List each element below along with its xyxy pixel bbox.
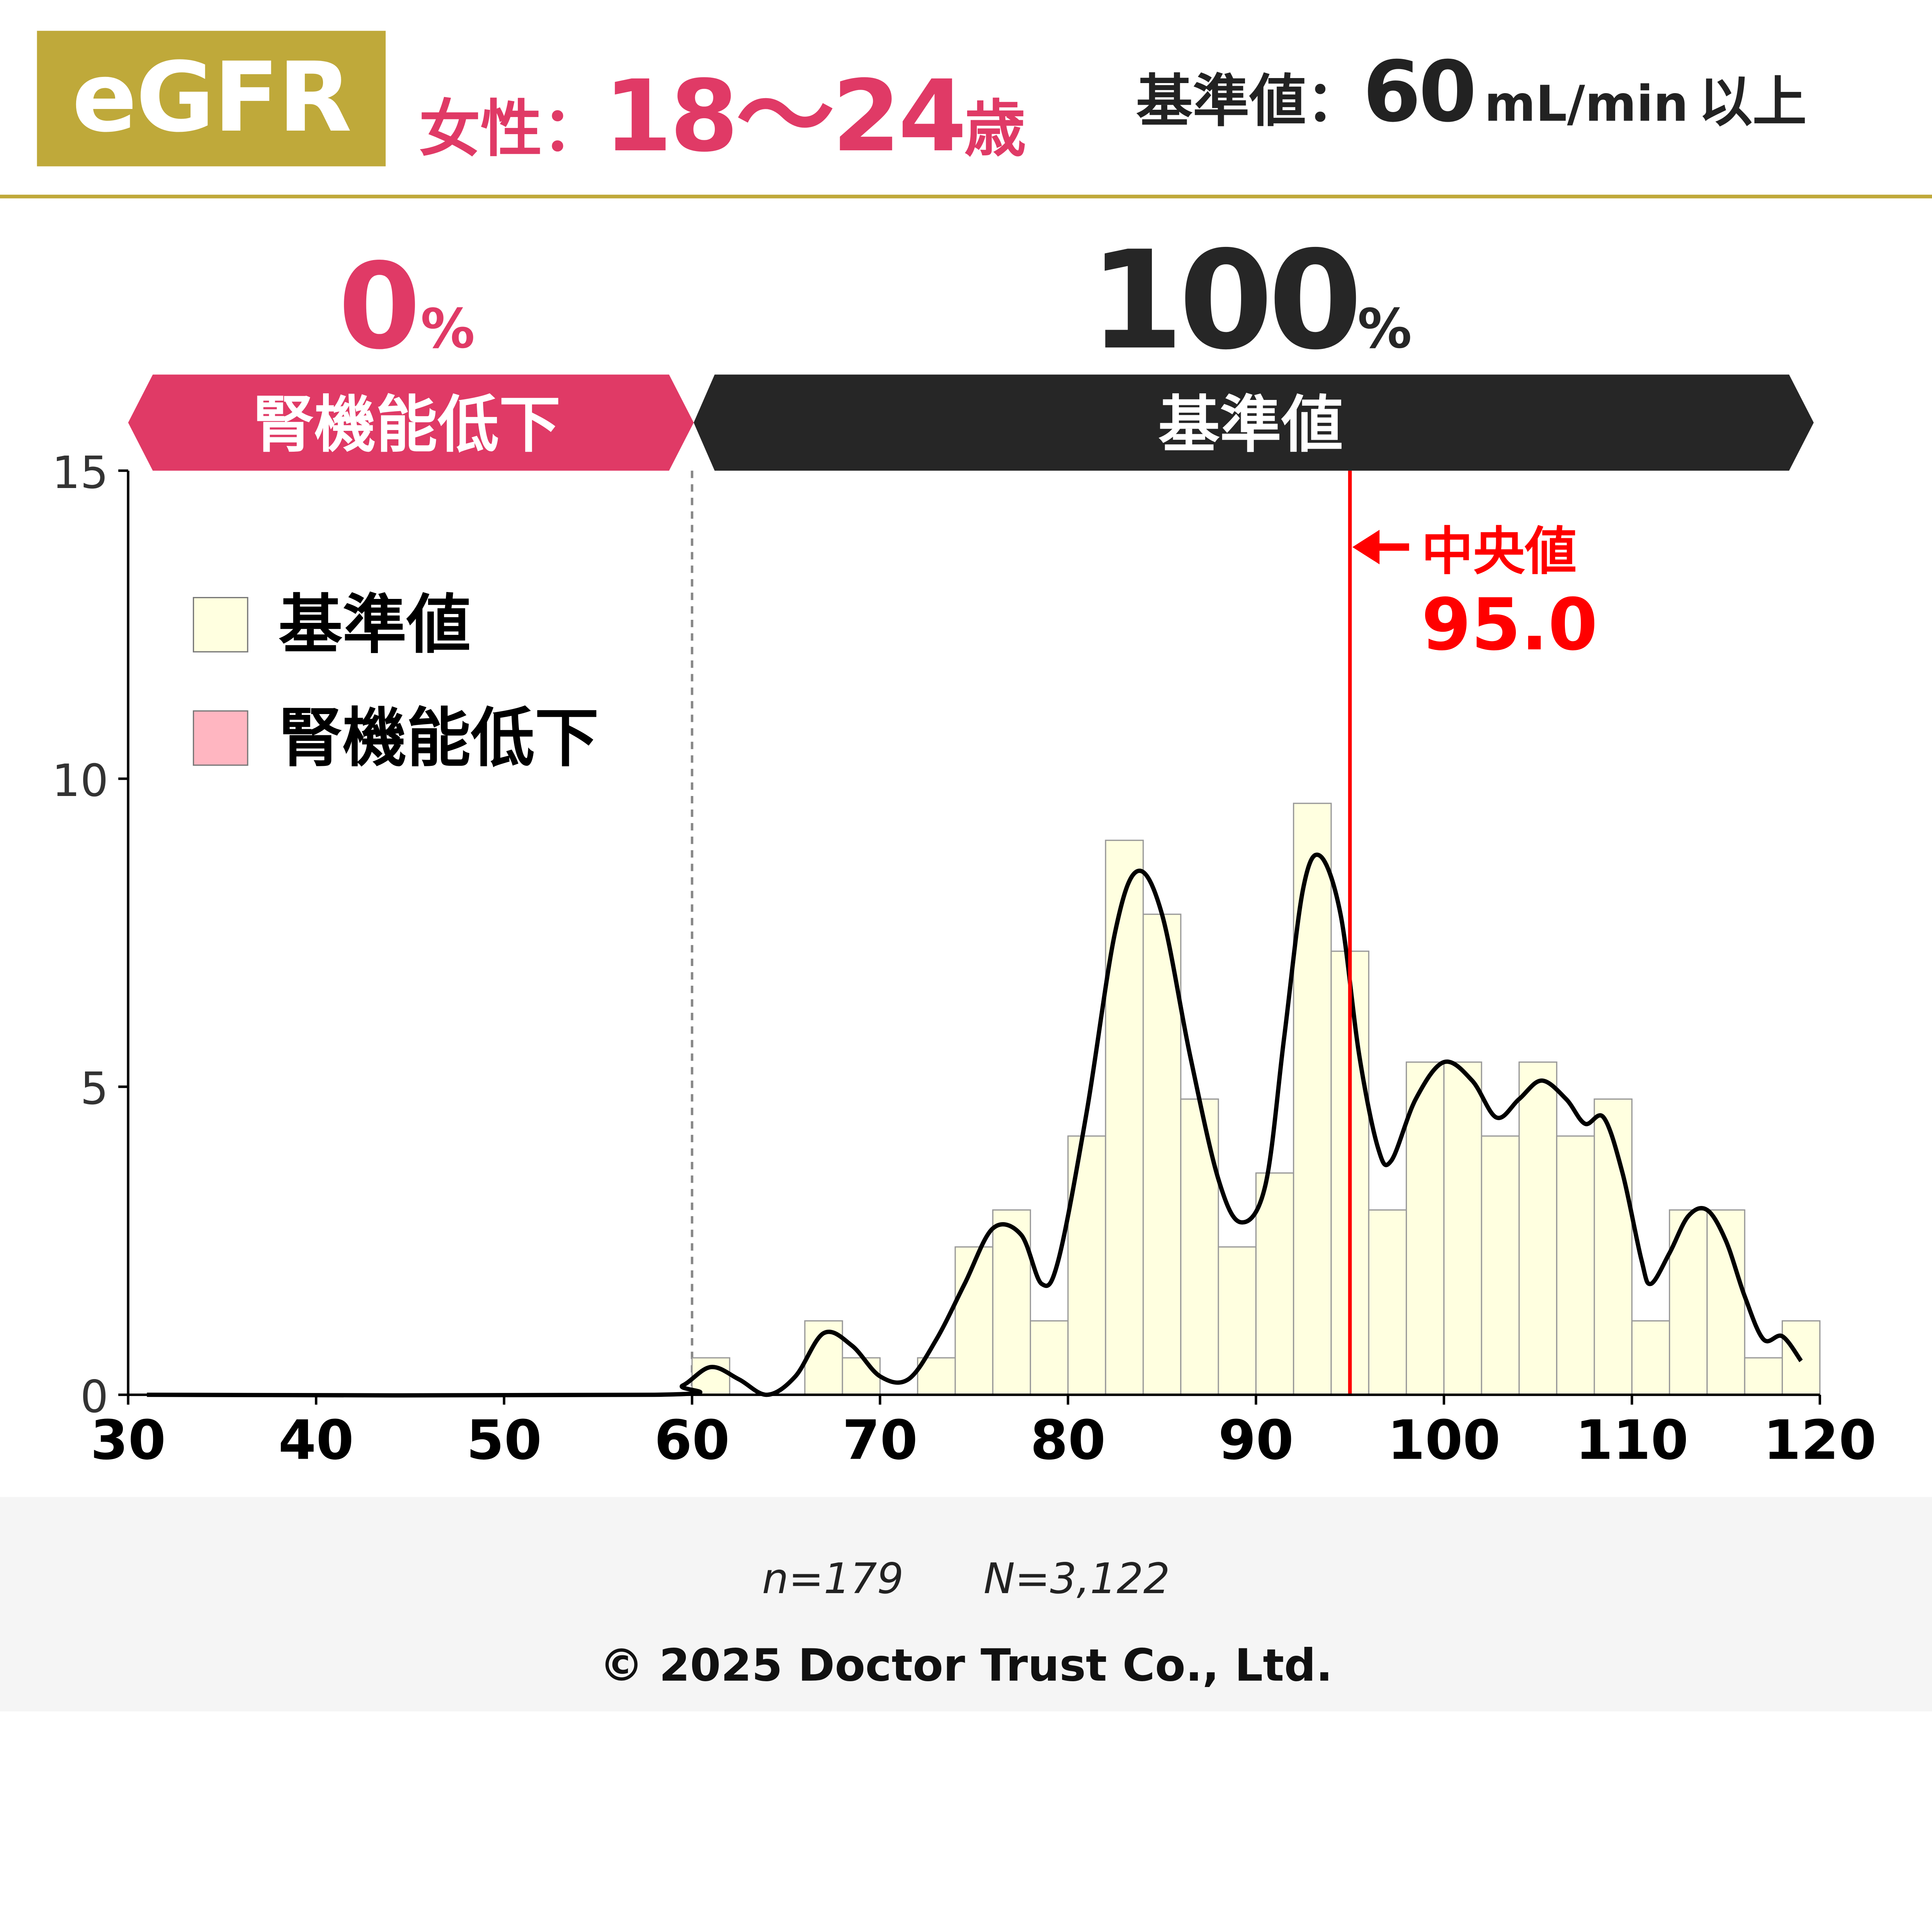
band-low-label: 腎機能低下 bbox=[253, 389, 561, 461]
histogram-bar bbox=[1180, 1098, 1219, 1396]
y-tick-label: 5 bbox=[80, 1063, 109, 1115]
legend-swatch bbox=[193, 710, 248, 766]
x-tick-label: 60 bbox=[654, 1409, 730, 1472]
legend-label: 腎機能低下 bbox=[279, 701, 599, 776]
histogram-bar bbox=[1030, 1320, 1069, 1396]
x-tick-label: 120 bbox=[1763, 1409, 1876, 1472]
histogram-bar bbox=[1744, 1357, 1783, 1396]
age-unit: 歳 bbox=[964, 94, 1026, 165]
histogram-bar bbox=[1556, 1135, 1595, 1396]
histogram-bar bbox=[1293, 803, 1332, 1396]
legend-swatch bbox=[193, 597, 248, 653]
reference-suffix: 以上 bbox=[1698, 71, 1807, 134]
reference-value: 60 bbox=[1362, 44, 1477, 142]
legend-label: 基準値 bbox=[279, 588, 471, 662]
footer-panel bbox=[0, 1497, 1932, 1712]
x-tick-label: 70 bbox=[842, 1409, 918, 1472]
histogram-bar bbox=[1368, 1209, 1407, 1396]
histogram-bar bbox=[1105, 840, 1144, 1396]
y-tick-label: 0 bbox=[80, 1371, 109, 1423]
group-title: 女性： 18～24 歳 bbox=[419, 37, 1026, 174]
chart-card: eGFR 女性： 18～24 歳 基準値： 60 mL/min 以上 0% 100… bbox=[0, 31, 1932, 1712]
band-low-percent: 0% bbox=[338, 238, 475, 376]
band-normal-banner bbox=[694, 374, 1814, 471]
copyright: © 2025 Doctor Trust Co., Ltd. bbox=[599, 1641, 1333, 1692]
x-tick-label: 50 bbox=[466, 1409, 542, 1472]
histogram-bar bbox=[1481, 1135, 1520, 1396]
x-tick-label: 90 bbox=[1218, 1409, 1294, 1472]
histogram-bar bbox=[1142, 913, 1182, 1396]
median-value: 95.0 bbox=[1422, 583, 1598, 666]
reference-unit: mL/min bbox=[1484, 76, 1689, 133]
band-normal-label: 基準値 bbox=[1158, 389, 1343, 461]
y-tick-label: 15 bbox=[52, 447, 109, 499]
histogram-bar bbox=[954, 1246, 993, 1396]
histogram-bar bbox=[1631, 1320, 1670, 1396]
test-badge: eGFR bbox=[37, 31, 386, 167]
x-tick-label: 110 bbox=[1575, 1409, 1689, 1472]
density-curve bbox=[147, 852, 1803, 1398]
histogram-bar bbox=[1255, 1172, 1294, 1396]
reference-range: 基準値： 60 mL/min 以上 bbox=[1136, 44, 1807, 142]
histogram-bar bbox=[1218, 1246, 1257, 1396]
histogram-bar bbox=[1406, 1061, 1445, 1396]
header-divider bbox=[0, 194, 1932, 199]
x-tick-label: 80 bbox=[1030, 1409, 1105, 1472]
x-tick-label: 40 bbox=[278, 1409, 354, 1472]
age-range: 18～24 bbox=[604, 59, 967, 174]
histogram-bar bbox=[1443, 1061, 1482, 1396]
band-low-banner bbox=[128, 374, 694, 471]
x-tick-label: 100 bbox=[1387, 1409, 1500, 1472]
histogram-bar bbox=[1518, 1061, 1558, 1396]
x-tick-label: 30 bbox=[90, 1409, 166, 1472]
reference-label: 基準値： bbox=[1136, 68, 1363, 134]
sample-counts: n=179 N=3,122 bbox=[0, 1555, 1932, 1604]
group-label: 女性： bbox=[419, 94, 604, 165]
median-label: 中央値 bbox=[1422, 521, 1577, 582]
sample-n: n=179 bbox=[762, 1555, 904, 1604]
y-tick-label: 10 bbox=[52, 755, 109, 807]
histogram-bar bbox=[842, 1357, 881, 1396]
median-arrow-head bbox=[1352, 530, 1380, 565]
band-normal-percent: 100% bbox=[1089, 221, 1412, 379]
population-n: N=3,122 bbox=[983, 1555, 1170, 1604]
